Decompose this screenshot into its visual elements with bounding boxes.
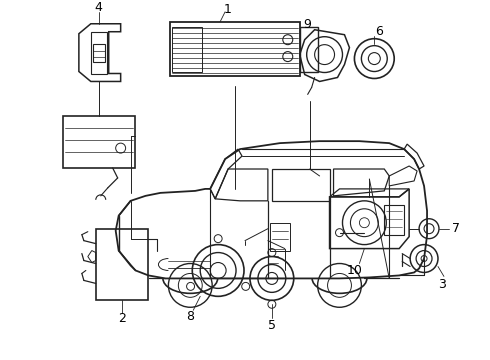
Text: 5: 5 bbox=[268, 319, 276, 332]
Bar bbox=[93, 44, 105, 62]
Text: 8: 8 bbox=[186, 310, 195, 323]
Text: 2: 2 bbox=[118, 312, 125, 325]
Text: 9: 9 bbox=[304, 18, 312, 31]
Text: 1: 1 bbox=[224, 3, 232, 16]
Text: 7: 7 bbox=[452, 222, 460, 235]
Bar bbox=[63, 116, 135, 168]
Bar bbox=[96, 229, 147, 300]
Bar bbox=[300, 27, 318, 72]
Bar bbox=[172, 27, 202, 72]
Bar bbox=[384, 205, 404, 235]
Text: 3: 3 bbox=[438, 278, 446, 291]
Bar bbox=[270, 223, 290, 251]
Text: 10: 10 bbox=[346, 264, 363, 277]
Text: 4: 4 bbox=[95, 1, 103, 14]
Text: 6: 6 bbox=[375, 25, 383, 38]
Bar bbox=[171, 22, 300, 76]
